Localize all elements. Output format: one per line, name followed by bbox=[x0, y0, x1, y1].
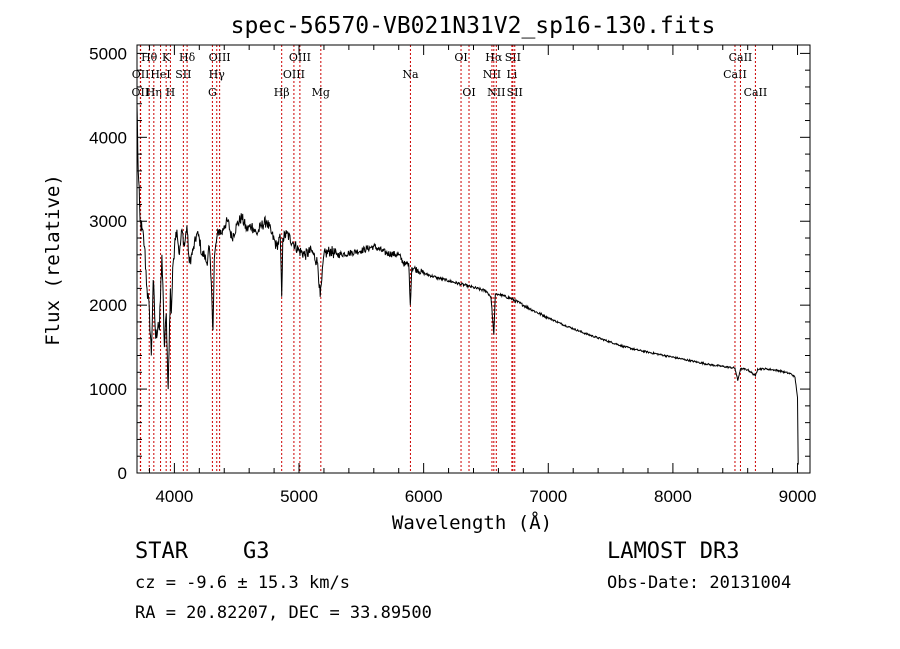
x-tick-label: 7000 bbox=[529, 487, 567, 506]
line-marker-label: CaII bbox=[729, 51, 753, 64]
plot-frame bbox=[136, 44, 811, 474]
line-marker-label: Hα bbox=[485, 51, 503, 64]
spectrum-series bbox=[136, 103, 799, 465]
survey-name: LAMOST DR3 bbox=[607, 539, 740, 564]
y-axis-ticks: 0 1000 2000 3000 4000 5000 bbox=[89, 44, 810, 483]
line-marker-label: HeI bbox=[150, 68, 170, 81]
line-marker-label: Na bbox=[402, 68, 419, 81]
object-subclass: G3 bbox=[243, 539, 270, 564]
line-marker-label: Hγ bbox=[209, 68, 226, 81]
y-tick-label: 3000 bbox=[89, 212, 127, 231]
line-marker-label: OIII bbox=[209, 51, 231, 64]
spectrum-line bbox=[136, 103, 799, 465]
line-marker-label: H bbox=[166, 86, 176, 99]
x-axis-ticks: 4000 5000 6000 7000 8000 9000 bbox=[148, 45, 817, 506]
line-marker-label: Mg bbox=[312, 86, 330, 99]
observation-date: Obs-Date: 20131004 bbox=[607, 573, 792, 593]
y-tick-label: 4000 bbox=[89, 128, 127, 147]
line-marker-label: NII bbox=[487, 86, 505, 99]
emission-line-markers: OIIOIIHθHηHeIKHSIIHδGHγOIIIHβOIIIOIIIMgN… bbox=[132, 45, 768, 473]
y-axis-label: Flux (relative) bbox=[42, 174, 64, 346]
y-tick-label: 2000 bbox=[89, 296, 127, 315]
redshift-cz: cz = -9.6 ± 15.3 km/s bbox=[135, 573, 350, 593]
line-marker-label: SII bbox=[175, 68, 191, 81]
y-tick-label: 1000 bbox=[89, 380, 127, 399]
line-marker-label: Li bbox=[506, 68, 517, 81]
line-marker-label: SII bbox=[505, 51, 521, 64]
line-marker-label: SII bbox=[507, 86, 523, 99]
line-marker-label: G bbox=[208, 86, 217, 99]
x-tick-label: 6000 bbox=[405, 487, 443, 506]
y-tick-label: 0 bbox=[118, 464, 127, 483]
chart-title: spec-56570-VB021N31V2_sp16-130.fits bbox=[231, 13, 716, 39]
x-tick-label: 9000 bbox=[779, 487, 817, 506]
line-marker-label: CaII bbox=[744, 86, 768, 99]
x-tick-label: 8000 bbox=[654, 487, 692, 506]
line-marker-label: NII bbox=[483, 68, 501, 81]
object-class: STAR bbox=[135, 539, 188, 564]
x-tick-label: 5000 bbox=[280, 487, 318, 506]
line-marker-label: K bbox=[162, 51, 171, 64]
line-marker-label: OI bbox=[462, 86, 475, 99]
line-marker-label: CaII bbox=[723, 68, 747, 81]
line-marker-label: Hη bbox=[146, 86, 162, 99]
coordinates: RA = 20.82207, DEC = 33.89500 bbox=[135, 603, 432, 623]
x-axis-label: Wavelength (Å) bbox=[392, 511, 552, 534]
line-marker-label: OIII bbox=[283, 68, 305, 81]
line-marker-label: Hβ bbox=[274, 86, 290, 99]
line-marker-label: OII bbox=[132, 68, 150, 81]
line-marker-label: OIII bbox=[289, 51, 311, 64]
x-tick-label: 4000 bbox=[155, 487, 193, 506]
y-tick-label: 5000 bbox=[89, 44, 127, 63]
line-marker-label: OI bbox=[454, 51, 467, 64]
line-marker-label: Hδ bbox=[179, 51, 196, 64]
line-marker-label: OII bbox=[132, 86, 150, 99]
